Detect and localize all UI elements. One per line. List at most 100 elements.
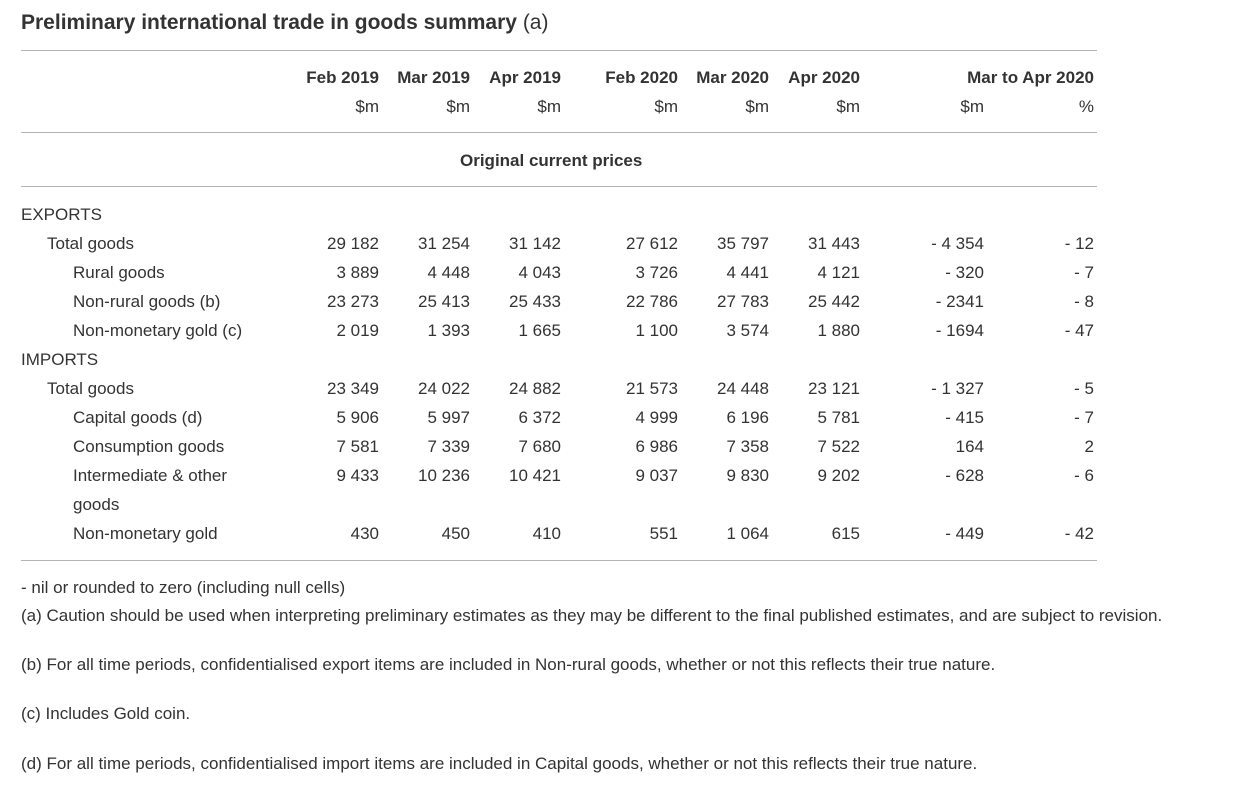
value-change-percent: - 42 (1064, 524, 1094, 543)
value-feb-2019: 3 889 (336, 263, 379, 282)
value-change-dollars: - 320 (945, 263, 984, 282)
value-apr-2020: 1 880 (817, 321, 860, 340)
footnote-d: (d) For all time periods, confidentialis… (21, 754, 978, 773)
row-label-continued: goods (73, 495, 120, 514)
table-subtitle: Original current prices (460, 151, 643, 170)
col-header-mar-2019: Mar 2019 (397, 68, 470, 87)
col-header-apr-2019: Apr 2019 (489, 68, 561, 87)
value-apr-2019: 410 (532, 524, 561, 543)
value-change-dollars: - 4 354 (931, 234, 984, 253)
value-apr-2019: 10 421 (509, 466, 561, 485)
value-feb-2020: 551 (649, 524, 678, 543)
row-label: Total goods (47, 234, 134, 253)
value-feb-2019: 9 433 (336, 466, 379, 485)
col-header-change: Mar to Apr 2020 (967, 68, 1094, 87)
value-mar-2019: 1 393 (427, 321, 470, 340)
row-label: Intermediate & other (73, 466, 228, 485)
row-label: Non-rural goods (b) (73, 292, 221, 311)
value-feb-2019: 23 349 (327, 379, 379, 398)
value-apr-2020: 31 443 (808, 234, 860, 253)
unit-feb-2019: $m (355, 97, 379, 116)
value-change-percent: - 47 (1064, 321, 1094, 340)
col-header-apr-2020: Apr 2020 (788, 68, 860, 87)
value-apr-2019: 7 680 (518, 437, 561, 456)
value-apr-2020: 9 202 (817, 466, 860, 485)
value-apr-2019: 1 665 (518, 321, 561, 340)
value-mar-2020: 9 830 (726, 466, 769, 485)
value-mar-2019: 31 254 (418, 234, 470, 253)
row-label: Capital goods (d) (73, 408, 203, 427)
value-feb-2019: 7 581 (336, 437, 379, 456)
value-feb-2020: 4 999 (635, 408, 678, 427)
value-feb-2020: 6 986 (635, 437, 678, 456)
unit-mar-2020: $m (745, 97, 769, 116)
value-change-dollars: - 449 (945, 524, 984, 543)
value-feb-2020: 3 726 (635, 263, 678, 282)
value-apr-2019: 25 433 (509, 292, 561, 311)
footnote-nil: - nil or rounded to zero (including null… (21, 578, 346, 597)
value-change-percent: - 7 (1074, 408, 1094, 427)
section-label-exports: EXPORTS (21, 205, 102, 224)
value-mar-2019: 4 448 (427, 263, 470, 282)
value-mar-2019: 10 236 (418, 466, 470, 485)
col-header-mar-2020: Mar 2020 (696, 68, 769, 87)
value-feb-2020: 22 786 (626, 292, 678, 311)
value-mar-2020: 24 448 (717, 379, 769, 398)
value-mar-2019: 450 (441, 524, 470, 543)
rule-header (21, 132, 1097, 133)
value-apr-2020: 23 121 (808, 379, 860, 398)
row-label: Total goods (47, 379, 134, 398)
value-mar-2020: 3 574 (726, 321, 769, 340)
value-change-percent: 2 (1084, 437, 1094, 456)
page-title: Preliminary international trade in goods… (21, 11, 548, 35)
row-label: Rural goods (73, 263, 165, 282)
value-mar-2020: 27 783 (717, 292, 769, 311)
unit-mar-2019: $m (446, 97, 470, 116)
footnote-c: (c) Includes Gold coin. (21, 704, 191, 723)
value-feb-2020: 21 573 (626, 379, 678, 398)
value-feb-2019: 430 (350, 524, 379, 543)
value-mar-2020: 4 441 (726, 263, 769, 282)
col-header-feb-2019: Feb 2019 (306, 68, 379, 87)
value-mar-2019: 24 022 (418, 379, 470, 398)
value-feb-2020: 9 037 (635, 466, 678, 485)
value-feb-2019: 29 182 (327, 234, 379, 253)
value-feb-2019: 23 273 (327, 292, 379, 311)
value-change-percent: - 12 (1064, 234, 1094, 253)
row-label: Non-monetary gold (73, 524, 218, 543)
title-main: Preliminary international trade in goods… (21, 11, 517, 34)
row-label: Non-monetary gold (c) (73, 321, 243, 340)
value-change-dollars: 164 (955, 437, 984, 456)
unit-apr-2020: $m (836, 97, 860, 116)
value-mar-2019: 5 997 (427, 408, 470, 427)
value-mar-2020: 7 358 (726, 437, 769, 456)
value-change-percent: - 5 (1074, 379, 1094, 398)
value-change-dollars: - 1694 (935, 321, 984, 340)
value-change-dollars: - 2341 (935, 292, 984, 311)
value-change-dollars: - 1 327 (931, 379, 984, 398)
unit-apr-2019: $m (537, 97, 561, 116)
value-apr-2020: 4 121 (817, 263, 860, 282)
value-apr-2020: 25 442 (808, 292, 860, 311)
unit-feb-2020: $m (654, 97, 678, 116)
section-label-imports: IMPORTS (21, 350, 99, 369)
rule-top (21, 50, 1097, 51)
value-feb-2019: 5 906 (336, 408, 379, 427)
value-apr-2020: 5 781 (817, 408, 860, 427)
value-mar-2020: 1 064 (726, 524, 769, 543)
rule-subtitle (21, 186, 1097, 187)
col-header-feb-2020: Feb 2020 (605, 68, 678, 87)
row-label: Consumption goods (73, 437, 225, 456)
value-apr-2020: 615 (831, 524, 860, 543)
value-apr-2020: 7 522 (817, 437, 860, 456)
value-mar-2020: 6 196 (726, 408, 769, 427)
value-apr-2019: 31 142 (509, 234, 561, 253)
rule-bottom (21, 560, 1097, 561)
value-feb-2019: 2 019 (336, 321, 379, 340)
value-mar-2020: 35 797 (717, 234, 769, 253)
value-apr-2019: 6 372 (518, 408, 561, 427)
value-apr-2019: 24 882 (509, 379, 561, 398)
value-change-dollars: - 628 (945, 466, 984, 485)
value-mar-2019: 7 339 (427, 437, 470, 456)
value-feb-2020: 1 100 (635, 321, 678, 340)
